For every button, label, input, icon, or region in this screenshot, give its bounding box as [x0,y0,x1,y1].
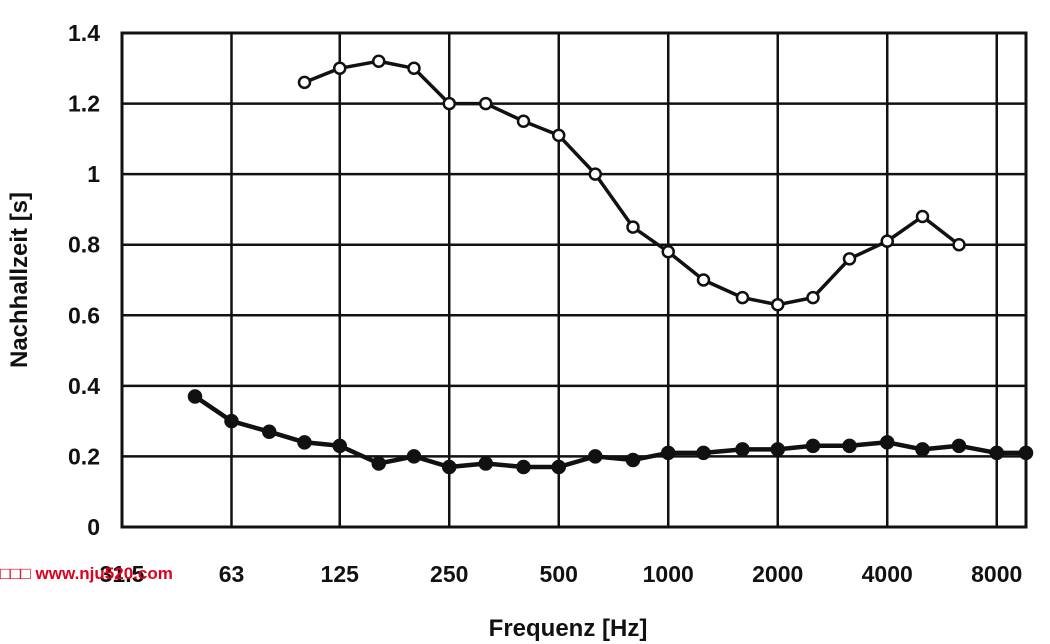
y-tick-labels: 0 0.2 0.4 0.6 0.8 1 1.2 1.4 [68,20,100,540]
data-point [332,438,347,454]
data-point [187,389,203,404]
data-point [551,459,566,475]
data-point [297,435,312,450]
data-point [842,252,857,266]
x-tick-label: 500 [540,561,578,587]
y-tick-label: 1 [87,161,100,187]
data-point [735,290,750,305]
data-point [406,449,422,464]
data-point [478,456,494,471]
x-tick-labels: 31.5 63 125 250 500 1000 2000 4000 8000 [100,561,1023,587]
x-tick-label: 8000 [971,561,1022,587]
data-point [441,459,457,475]
data-point [696,445,711,461]
data-point [407,61,421,76]
y-tick-label: 0 [87,514,100,540]
series-group [187,54,1034,475]
data-point [770,297,785,312]
data-point [879,435,895,450]
x-tick-label: 63 [219,561,245,587]
data-point [805,438,821,454]
plot-border [120,31,1028,529]
y-tick-label: 0.4 [68,373,100,399]
data-point [371,54,386,68]
data-point [261,424,277,439]
data-point [442,96,456,111]
data-point [951,438,967,454]
data-point [770,442,785,457]
y-tick-label: 1.4 [68,20,100,46]
data-point [952,237,966,252]
data-point [332,61,347,76]
data-point [696,273,711,287]
data-point [371,456,386,471]
x-tick-label: 31.5 [100,561,145,587]
x-tick-label: 4000 [862,561,913,587]
data-point [989,445,1004,461]
x-axis-title: Frequenz [Hz] [489,615,648,642]
data-point [588,167,603,181]
x-tick-label: 2000 [752,561,803,587]
grid [122,31,1026,529]
data-point [516,114,531,128]
data-point [224,413,239,429]
data-point [842,438,857,454]
y-tick-label: 0.6 [68,302,100,328]
x-tick-label: 125 [321,561,360,587]
data-point [297,75,312,90]
watermark: □□□ www.nju520.com [0,564,173,583]
y-tick-label: 1.2 [68,91,100,117]
data-point [735,442,750,457]
plot-frame [120,31,1028,529]
data-point [1018,445,1034,461]
data-point [660,445,676,461]
data-point [915,442,930,457]
data-point [661,245,675,259]
data-point [915,209,930,224]
data-point [588,449,603,464]
data-point [806,290,820,305]
y-tick-label: 0.2 [68,443,100,469]
y-axis-title: Nachhallzeit [s] [6,192,33,368]
x-tick-label: 1000 [643,561,694,587]
y-tick-label: 0.8 [68,232,100,258]
data-point [551,128,566,143]
data-point [516,459,531,475]
data-point [880,234,894,248]
data-point [479,96,493,111]
data-point [625,452,641,468]
x-tick-label: 250 [430,561,468,587]
series-line [303,59,961,307]
data-point [626,220,640,234]
